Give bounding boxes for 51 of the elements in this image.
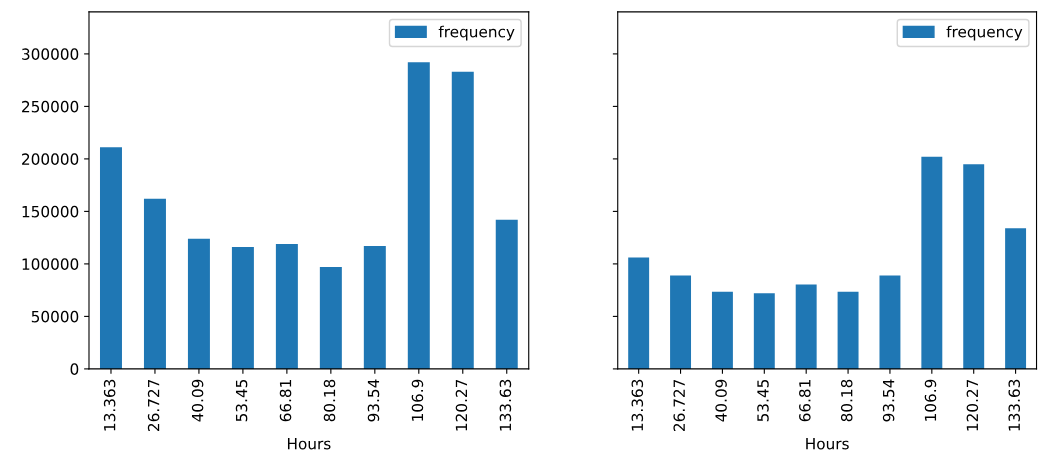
bar xyxy=(363,246,386,369)
x-tick-label: 66.81 xyxy=(279,380,292,422)
bar xyxy=(407,62,430,369)
legend-label: frequency xyxy=(438,25,515,41)
bar xyxy=(451,71,474,369)
x-tick-label: 120.27 xyxy=(966,379,979,431)
bar xyxy=(275,243,298,369)
bar xyxy=(319,267,342,369)
bar xyxy=(628,257,650,369)
bar xyxy=(879,275,901,369)
y-tick-label: 250000 xyxy=(22,100,79,113)
x-axis-title: Hours xyxy=(287,438,331,450)
bar xyxy=(753,293,775,369)
y-tick-label: 50000 xyxy=(31,310,79,323)
bar xyxy=(143,198,166,369)
bar xyxy=(963,164,985,369)
y-tick-label: 100000 xyxy=(22,258,79,270)
bar xyxy=(921,156,943,369)
legend-label: frequency xyxy=(946,25,1023,41)
y-tick-label: 300000 xyxy=(22,48,79,60)
x-tick-label: 93.54 xyxy=(367,379,380,422)
x-tick-label: 40.09 xyxy=(715,379,727,422)
x-tick-label: 53.45 xyxy=(757,379,769,422)
x-tick-label: 133.63 xyxy=(1008,379,1021,431)
bar xyxy=(231,247,254,369)
x-axis-title: Hours xyxy=(806,438,849,450)
x-tick-label: 106.9 xyxy=(411,379,424,421)
bar xyxy=(711,291,733,369)
bar xyxy=(495,219,518,369)
bar xyxy=(99,147,122,369)
y-tick-label: 200000 xyxy=(22,153,79,165)
x-tick-label: 40.09 xyxy=(191,379,204,422)
bar xyxy=(837,291,859,369)
bar xyxy=(187,238,210,369)
x-tick-label: 120.27 xyxy=(455,379,468,431)
y-tick-label: 0 xyxy=(70,363,79,375)
x-tick-label: 26.727 xyxy=(673,379,685,431)
y-tick-label: 150000 xyxy=(22,205,79,218)
x-tick-label: 13.363 xyxy=(631,379,644,431)
x-tick-label: 13.363 xyxy=(103,379,116,431)
bar xyxy=(795,284,817,369)
bar xyxy=(1005,228,1027,369)
x-tick-label: 133.63 xyxy=(499,379,512,431)
bar xyxy=(670,275,692,369)
x-tick-label: 106.9 xyxy=(924,379,937,421)
x-tick-label: 80.18 xyxy=(323,379,336,422)
x-tick-label: 93.54 xyxy=(882,379,895,422)
x-tick-label: 26.727 xyxy=(147,379,160,431)
x-tick-label: 80.18 xyxy=(840,379,853,422)
x-tick-label: 53.45 xyxy=(235,379,248,422)
x-tick-label: 66.81 xyxy=(799,380,811,422)
